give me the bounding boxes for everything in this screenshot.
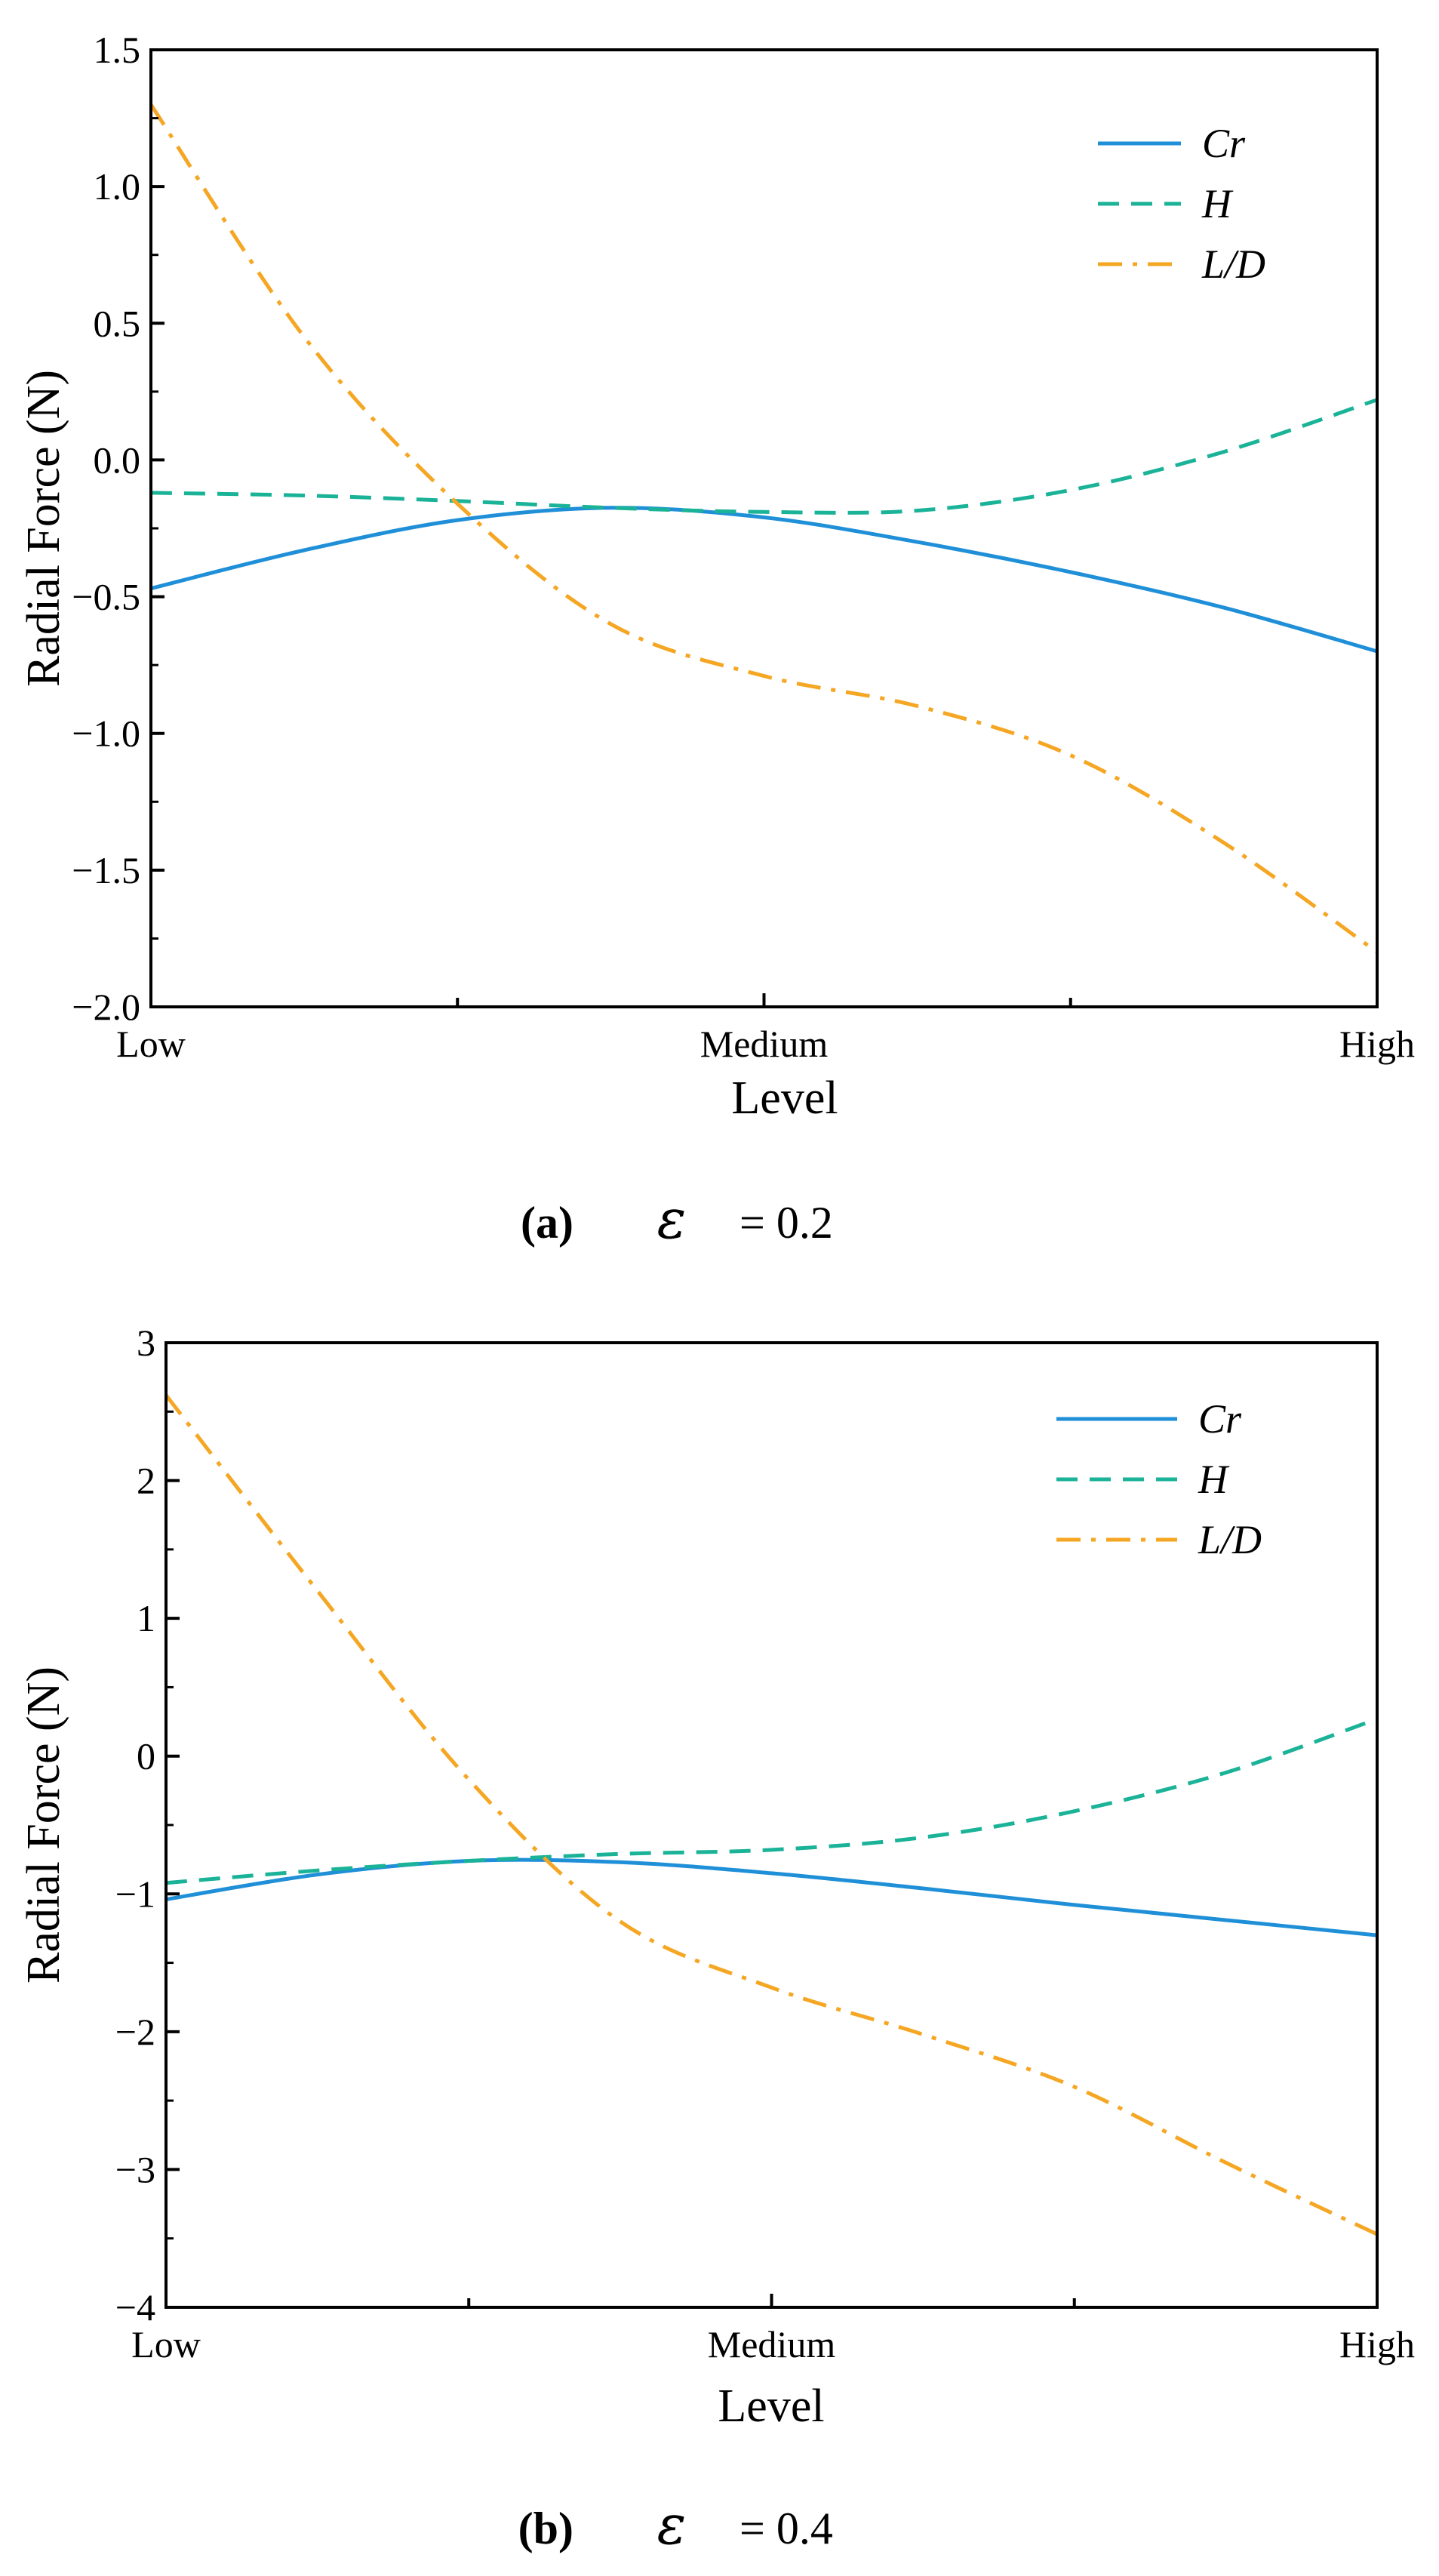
panel-a-series-group — [149, 103, 1379, 954]
panel-b-series-h-line — [165, 1717, 1378, 1885]
panel-b-series-group — [165, 1393, 1379, 2236]
panel-a-caption: (a) ε = 0.2 — [521, 1187, 833, 1251]
panel-a-legend-label-h: H — [1201, 181, 1234, 226]
panel-b-legend-label-cr: Cr — [1198, 1396, 1242, 1442]
panel-b-caption-value: = 0.4 — [739, 2504, 833, 2553]
panel-a-y-axis: −2.0 −1.5 −1.0 −0.5 0.0 0.5 1.0 1.5 — [72, 29, 165, 1028]
panel-b-caption-label: (b) — [518, 2504, 573, 2553]
panel-a-y-tick-label: 1.5 — [94, 29, 141, 71]
panel-b-y-tick-label: 3 — [137, 1322, 155, 1364]
panel-b-x-axis-title: Level — [718, 2381, 824, 2432]
panel-a-y-tick-label: 1.0 — [94, 165, 141, 208]
panel-a-plot-frame — [149, 48, 1379, 1008]
panel-a-x-axis-title: Level — [731, 1073, 838, 1124]
panel-a-series-h-line — [150, 398, 1378, 515]
panel-b-y-tick-label: 1 — [137, 1597, 155, 1639]
panel-a-chart: −2.0 −1.5 −1.0 −0.5 0.0 0.5 1.0 1.5 Low Medium Hi… — [18, 29, 1415, 1251]
panel-a-y-axis-title: Radial Force (N) — [18, 370, 69, 687]
panel-a-x-tick-label: Medium — [700, 1023, 829, 1065]
panel-b-legend: Cr H L/D — [1056, 1396, 1262, 1562]
panel-b-legend-label-ld: L/D — [1198, 1517, 1262, 1562]
panel-a-y-tick-label: −0.5 — [72, 576, 140, 618]
panel-b-legend-label-h: H — [1198, 1457, 1230, 1502]
panel-b-series-ld-line — [165, 1393, 1379, 2236]
panel-a-y-tick-label: −1.0 — [72, 712, 140, 755]
panel-b-x-tick-label: Medium — [708, 2323, 836, 2365]
panel-b-y-tick-label: −3 — [115, 2148, 155, 2190]
panel-a-y-tick-label: 0.5 — [94, 302, 141, 344]
panel-a-series-ld-line — [149, 103, 1379, 954]
panel-b-y-axis: −4 −3 −2 −1 0 1 2 3 — [115, 1322, 180, 2328]
panel-b-x-tick-label: High — [1339, 2323, 1415, 2365]
panel-b-plot-frame — [165, 1341, 1379, 2309]
panel-a-y-tick-label: −1.5 — [72, 849, 140, 891]
panel-a-x-tick-label: Low — [116, 1023, 186, 1065]
panel-b-series-cr-line — [165, 1857, 1378, 1937]
panel-b-x-tick-label: Low — [131, 2323, 201, 2365]
panel-b-chart: −4 −3 −2 −1 0 1 2 3 Low Medium High Radial Force … — [18, 1322, 1415, 2556]
panel-a-caption-value: = 0.2 — [739, 1198, 833, 1248]
panel-b-y-tick-label: 0 — [137, 1735, 155, 1777]
panel-b-y-tick-label: 2 — [137, 1460, 155, 1502]
panel-a-y-tick-label: 0.0 — [94, 439, 141, 481]
panel-a-legend: Cr H L/D — [1098, 121, 1265, 287]
panel-a-series-cr-line — [150, 506, 1378, 654]
panel-a-legend-label-ld: L/D — [1201, 242, 1265, 287]
panel-a-x-axis: Low Medium High — [116, 993, 1415, 1065]
panel-a-caption-label: (a) — [521, 1198, 573, 1248]
panel-b-y-tick-label: −4 — [115, 2286, 155, 2328]
panel-a-legend-label-cr: Cr — [1202, 121, 1246, 166]
panel-b-x-axis: Low Medium High — [131, 2294, 1415, 2365]
panel-b-y-axis-title: Radial Force (N) — [18, 1667, 69, 1984]
panel-b-caption-symbol: ε — [657, 2493, 687, 2556]
panel-b-y-tick-label: −1 — [115, 1873, 155, 1915]
panel-a-y-tick-label: −2.0 — [72, 986, 140, 1028]
panel-a-caption-symbol: ε — [657, 1187, 687, 1251]
panel-a-x-tick-label: High — [1339, 1023, 1415, 1065]
panel-b-y-tick-label: −2 — [115, 2011, 155, 2053]
panel-b-caption: (b) ε = 0.4 — [518, 2493, 833, 2556]
